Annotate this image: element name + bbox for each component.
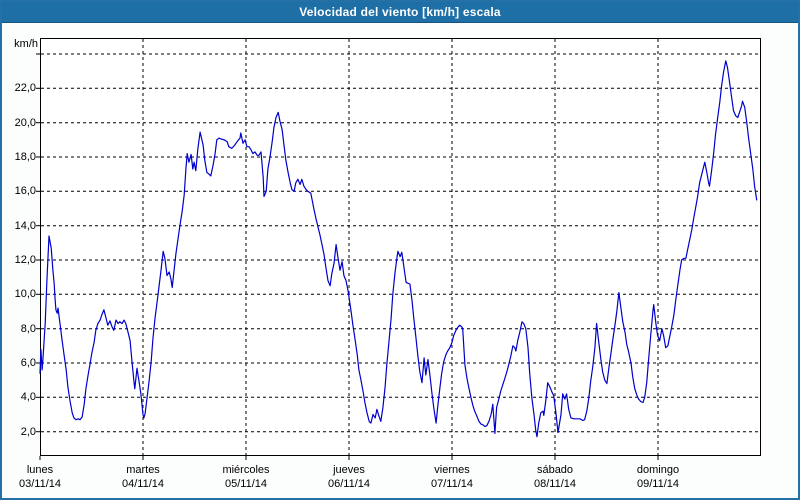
x-axis-weekday-label: jueves [333, 464, 365, 476]
x-axis-weekday-label: martes [126, 464, 160, 476]
y-axis-unit-label: km/h [14, 38, 38, 50]
y-axis-label: 22,0 [14, 82, 36, 94]
y-axis-label: 8,0 [20, 323, 36, 335]
y-axis-label: 10,0 [14, 288, 36, 300]
y-axis-label: 4,0 [20, 391, 36, 403]
x-axis-date-label: 06/11/14 [327, 478, 370, 490]
y-axis-label: 14,0 [14, 220, 36, 232]
x-axis-date-label: 03/11/14 [18, 478, 61, 490]
x-axis-date-label: 09/11/14 [636, 478, 679, 490]
x-axis-weekday-label: domingo [636, 464, 680, 476]
y-axis-label: 18,0 [14, 151, 36, 163]
wind-speed-line [39, 60, 758, 438]
y-axis-label: 6,0 [20, 357, 36, 369]
x-axis-date-label: 08/11/14 [533, 478, 576, 490]
x-axis-weekday-label: viernes [434, 464, 470, 476]
plot-frame [40, 38, 761, 456]
x-axis-weekday-label: sábado [536, 464, 574, 476]
y-axis-label: 16,0 [14, 185, 36, 197]
x-axis-date-label: 07/11/14 [430, 478, 473, 490]
y-axis-label: 2,0 [20, 426, 36, 438]
x-axis-date-label: 04/11/14 [121, 478, 164, 490]
x-axis-weekday-label: lunes [26, 464, 54, 476]
plot-area [36, 38, 761, 460]
x-axis-date-label: 05/11/14 [224, 478, 267, 490]
y-axis-label: 12,0 [14, 254, 36, 266]
x-axis-weekday-label: miércoles [222, 464, 270, 476]
y-axis-label: 20,0 [14, 117, 36, 129]
title-bar: Velocidad del viento [km/h] escala [2, 2, 798, 23]
chart-title: Velocidad del viento [km/h] escala [299, 5, 501, 19]
